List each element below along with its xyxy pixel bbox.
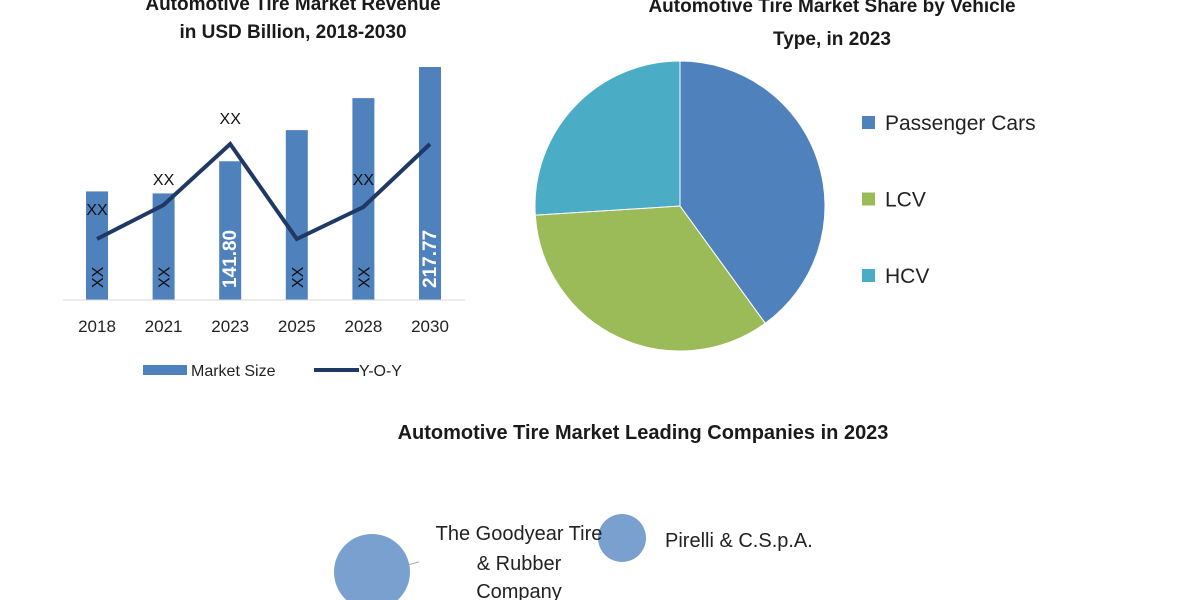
- bar-label-2030: 217.77: [420, 230, 441, 288]
- bar-series: XX XX 141.80 XX XX 217.77 XX XX XX XX: [86, 67, 441, 300]
- pie-slice-hcv: [534, 60, 681, 216]
- legend-label-yoy: Y-O-Y: [359, 363, 402, 380]
- x-tick-2021: 2021: [145, 317, 183, 336]
- bar-label-2021: XX: [157, 266, 174, 288]
- pie-slice-lcv: [534, 205, 766, 352]
- bubble-pirelli: [598, 514, 646, 562]
- x-axis-ticks: 2018 2021 2023 2025 2028 2030: [78, 317, 449, 336]
- x-tick-2023: 2023: [211, 317, 249, 336]
- bar-2025: [285, 130, 308, 300]
- x-tick-2018: 2018: [78, 317, 116, 336]
- companies-title: Automotive Tire Market Leading Companies…: [398, 422, 889, 444]
- pie-chart-title-line-2: Type, in 2023: [773, 29, 891, 50]
- company-label-goodyear-line-3: Company: [476, 581, 562, 600]
- bar-2030: [419, 67, 441, 300]
- legend-swatch-market-size: [143, 365, 187, 375]
- x-tick-2028: 2028: [344, 317, 382, 336]
- legend-label-market-size: Market Size: [191, 363, 276, 380]
- pie-chart-title-line-1: Automotive Tire Market Share by Vehicle: [648, 0, 1015, 17]
- pie-legend-label-hcv: HCV: [885, 265, 929, 288]
- bar-legend: Market Size Y-O-Y: [143, 363, 402, 380]
- pie-slices: [534, 60, 826, 352]
- pie-slice-passenger-cars: [679, 60, 826, 325]
- bar-2028: [352, 98, 375, 300]
- yoy-label-2028: XX: [353, 172, 375, 189]
- pie-legend-swatch-lcv: [862, 192, 875, 206]
- yoy-line: [96, 140, 432, 242]
- bar-label-2025: XX: [290, 266, 307, 288]
- x-tick-2025: 2025: [278, 317, 316, 336]
- yoy-label-2018: XX: [86, 202, 108, 219]
- pie-legend-swatch-hcv: [862, 269, 875, 282]
- yoy-label-2023: XX: [220, 111, 242, 128]
- bar-label-2023: 141.80: [220, 230, 241, 288]
- pie-legend: Passenger Cars LCV HCV: [862, 112, 1036, 288]
- bar-2021: [152, 193, 175, 300]
- company-label-goodyear-line-1: The Goodyear Tire: [436, 523, 603, 545]
- company-label-pirelli: Pirelli & C.S.p.A.: [665, 530, 813, 552]
- pie-legend-label-lcv: LCV: [885, 189, 926, 212]
- x-tick-2030: 2030: [411, 317, 449, 336]
- bar-2018: [86, 191, 108, 300]
- bar-chart-title-line-1: Automotive Tire Market Revenue: [145, 0, 440, 15]
- bar-chart-title-line-2: in USD Billion, 2018-2030: [179, 22, 406, 43]
- company-label-goodyear-line-2: & Rubber: [477, 553, 562, 575]
- bar-label-2018: XX: [90, 266, 107, 288]
- yoy-label-2021: XX: [153, 172, 175, 189]
- bar-2023: [219, 161, 242, 300]
- bar-label-2028: XX: [356, 266, 373, 288]
- pie-legend-swatch-passenger-cars: [862, 116, 875, 129]
- bubble-goodyear: [334, 534, 410, 600]
- pie-legend-label-passenger-cars: Passenger Cars: [885, 112, 1036, 135]
